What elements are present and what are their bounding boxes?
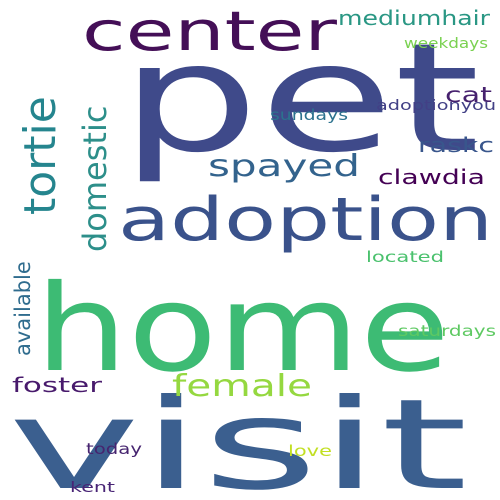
word-tortie: tortie [15,96,66,215]
word-cat: cat [445,83,492,107]
word-adoption: adoption [118,185,493,255]
word-weekdays: weekdays [404,36,488,52]
word-foster: foster [12,373,103,397]
word-female: female [172,369,312,404]
word-spayed: spayed [208,149,360,184]
word-located: located [366,248,444,266]
word-clawdia: clawdia [378,165,485,189]
word-home: home [35,260,450,399]
word-sundays: sundays [270,106,348,124]
word-today: today [86,440,142,458]
word-visit: visit [8,373,468,500]
word-raskc: raskc [418,133,494,157]
word-kent: kent [70,480,116,496]
word-center: center [82,0,338,63]
word-mediumhair: mediumhair [338,6,491,30]
word-love: love [288,442,332,460]
word-pet: pet [120,12,480,186]
word-saturdays: saturdays [398,322,496,340]
word-adoptionyou: adoptionyou [376,98,496,114]
word-domestic: domestic [76,106,114,252]
word-available: available [11,261,35,356]
